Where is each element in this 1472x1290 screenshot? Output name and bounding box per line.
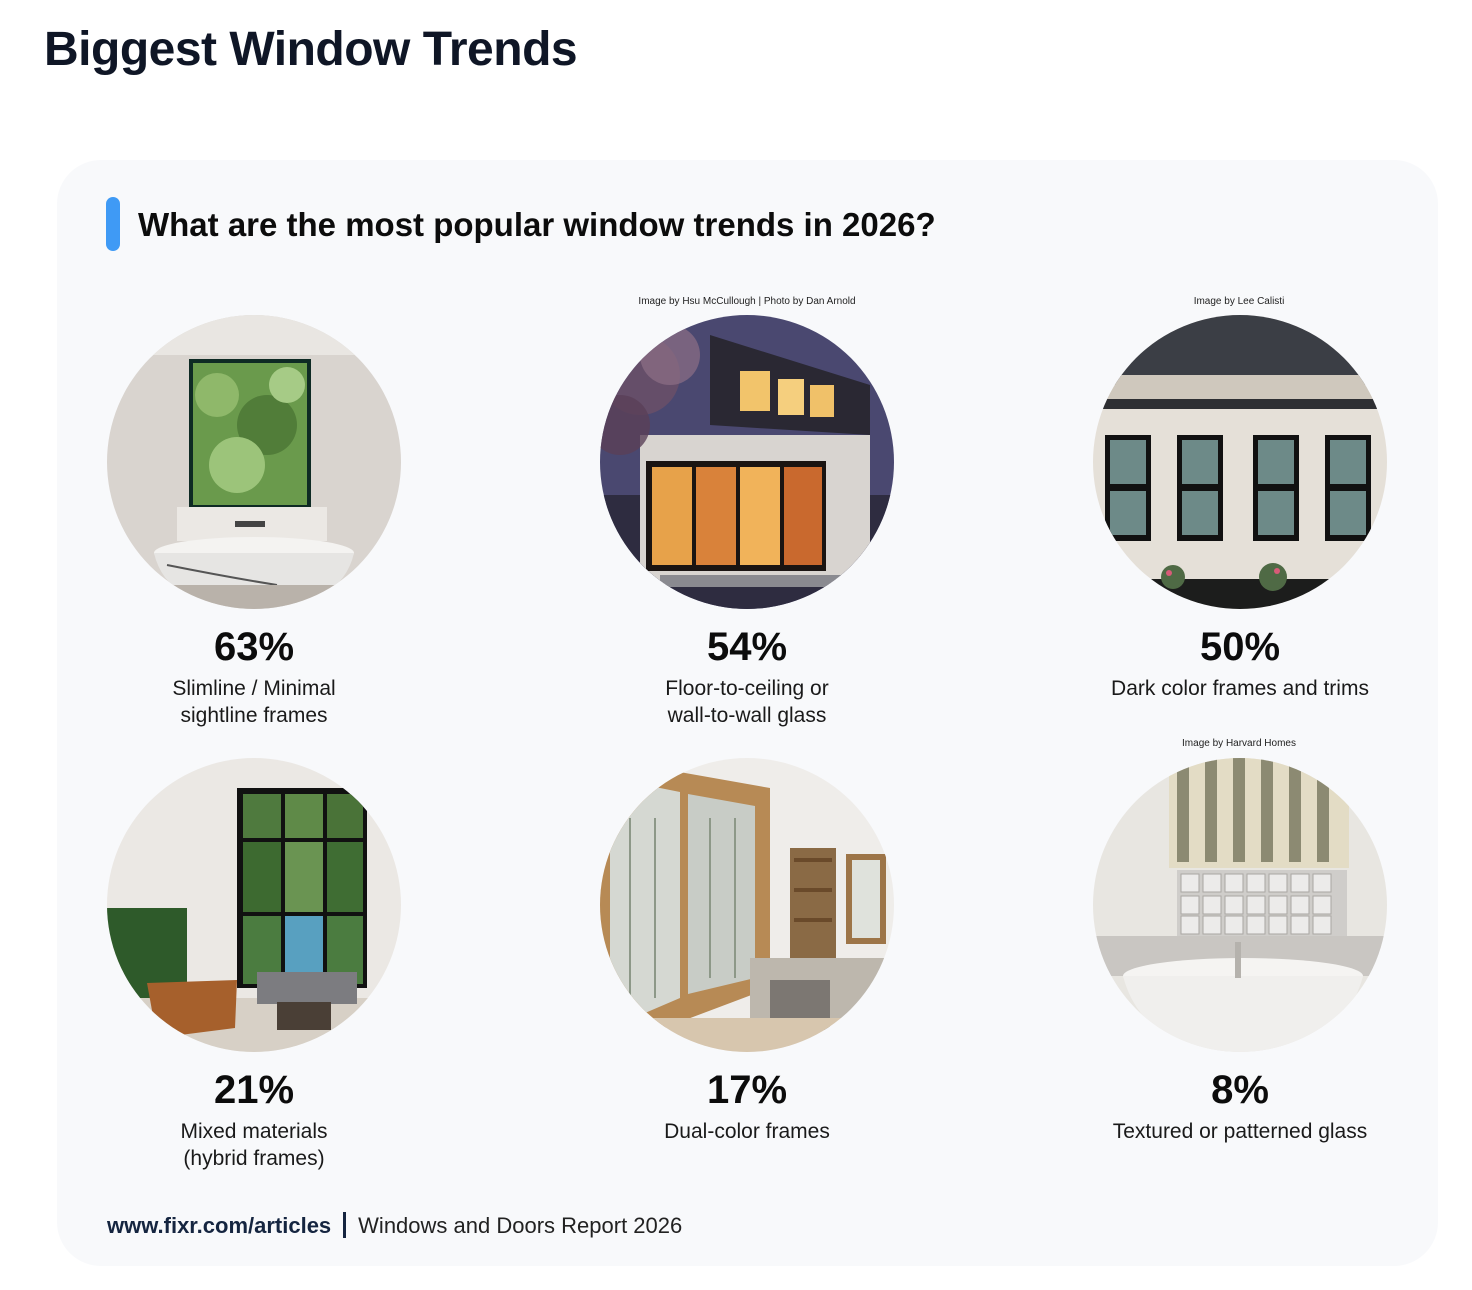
trend-percent: 21% bbox=[213, 1068, 295, 1112]
footer-report: Windows and Doors Report 2026 bbox=[358, 1213, 683, 1238]
trend-item-textured-glass: 8% Textured or patterned glass bbox=[1090, 758, 1390, 1145]
trend-label: Dark color frames and trims bbox=[1111, 677, 1369, 700]
accent-bar bbox=[106, 197, 120, 251]
photo-dual-color-frames-room bbox=[600, 758, 894, 1052]
trend-percent: 63% bbox=[213, 625, 295, 669]
trend-label: Slimline / Minimal sightline frames bbox=[172, 677, 336, 727]
image-credit-dark-frames: Image by Lee Calisti bbox=[1193, 296, 1285, 307]
trend-label: Dual-color frames bbox=[664, 1120, 830, 1143]
trend-item-floor-to-ceiling: 54% Floor-to-ceiling or wall-to-wall gla… bbox=[597, 315, 897, 729]
footer: www.fixr.com/articles Windows and Doors R… bbox=[107, 1212, 682, 1239]
trend-label: Textured or patterned glass bbox=[1112, 1120, 1368, 1143]
photo-textured-glass-bathroom bbox=[1093, 758, 1387, 1052]
page-title: Biggest Window Trends bbox=[44, 23, 578, 76]
trend-item-mixed-materials: 21% Mixed materials (hybrid frames) bbox=[104, 758, 404, 1172]
footer-url[interactable]: www.fixr.com/articles bbox=[107, 1213, 332, 1238]
trend-item-dark-frames: 50% Dark color frames and trims bbox=[1090, 315, 1390, 702]
photo-mixed-materials-living-room bbox=[107, 758, 401, 1052]
trend-label: Mixed materials (hybrid frames) bbox=[180, 1120, 328, 1170]
trend-label: Floor-to-ceiling or wall-to-wall glass bbox=[665, 677, 829, 727]
card-title: What are the most popular window trends … bbox=[138, 206, 936, 243]
image-credit-textured-glass: Image by Harvard Homes bbox=[1182, 738, 1296, 749]
trend-percent: 8% bbox=[1211, 1068, 1269, 1112]
trend-percent: 54% bbox=[706, 625, 788, 669]
infographic-card: What are the most popular window trends … bbox=[57, 160, 1438, 1266]
footer-separator bbox=[343, 1212, 347, 1238]
photo-slimline-bathroom bbox=[107, 315, 401, 609]
photo-floor-to-ceiling-house bbox=[600, 315, 894, 609]
image-credit-floor-to-ceiling: Image by Hsu McCullough | Photo by Dan A… bbox=[638, 296, 856, 307]
trend-percent: 17% bbox=[706, 1068, 788, 1112]
trend-item-slimline: 63% Slimline / Minimal sightline frames bbox=[104, 315, 404, 729]
trend-item-dual-color-frames: 17% Dual-color frames bbox=[597, 758, 897, 1145]
photo-dark-frames-house bbox=[1093, 315, 1387, 609]
trend-percent: 50% bbox=[1199, 625, 1281, 669]
